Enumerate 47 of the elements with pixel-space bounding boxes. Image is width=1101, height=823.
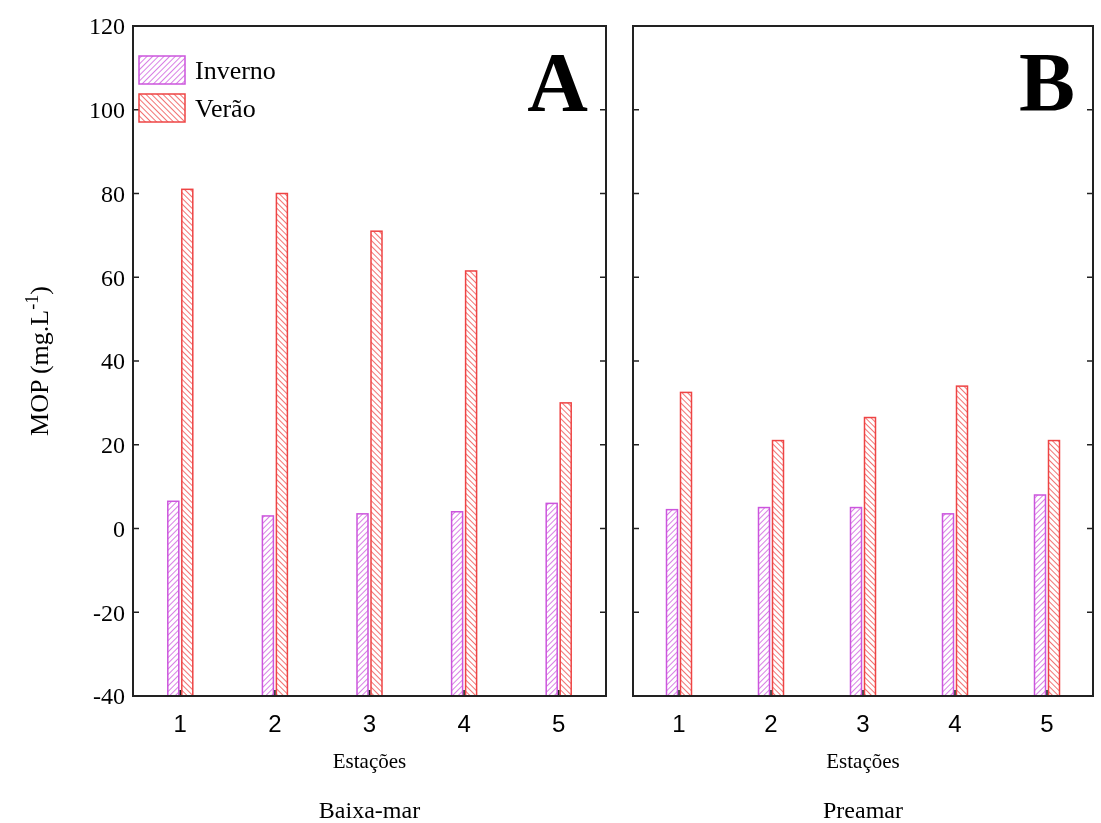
bar	[261, 515, 275, 697]
bar	[757, 506, 771, 697]
x-axis-title: Estações	[826, 749, 900, 773]
text: Baixa-mar	[318, 797, 421, 823]
bar	[181, 188, 194, 697]
y-tick-label: 20	[101, 432, 125, 459]
bar	[370, 230, 383, 697]
x-tick-label: 3	[362, 710, 377, 737]
x-tick-label: 2	[764, 710, 778, 737]
bar	[545, 502, 558, 697]
bar	[356, 513, 369, 697]
bar	[771, 439, 785, 697]
bar	[275, 192, 289, 697]
annotation: B	[1018, 36, 1075, 129]
x-tick-label: 4	[457, 710, 471, 737]
y-tick-label: 100	[89, 97, 125, 124]
bar	[1033, 494, 1047, 697]
x-tick-label: 5	[1040, 710, 1054, 737]
bar	[559, 402, 572, 697]
bar	[849, 506, 863, 697]
x-axis-title: Estações	[332, 749, 407, 773]
y-tick-label: 40	[101, 348, 125, 375]
text: Preamar	[823, 797, 903, 823]
x-tick-label: 3	[856, 710, 870, 737]
bar	[941, 513, 955, 697]
annotation: A	[527, 36, 589, 129]
x-tick-label: 4	[948, 710, 962, 737]
y-tick-label: 0	[113, 515, 125, 542]
x-tick-label: 5	[552, 710, 566, 737]
legend-label: Verão	[195, 94, 256, 124]
x-tick-label: 1	[672, 710, 686, 737]
bar	[863, 416, 877, 697]
y-tick-label: 60	[101, 264, 125, 291]
bar	[665, 508, 679, 697]
bar	[955, 385, 969, 697]
bar	[450, 511, 464, 697]
bar	[464, 270, 478, 697]
legend-label: Inverno	[195, 56, 276, 86]
bar	[1047, 439, 1061, 697]
bar	[679, 391, 693, 697]
y-tick-label: 80	[101, 180, 125, 207]
x-tick-label: 1	[173, 710, 187, 737]
x-tick-label: 2	[268, 710, 282, 737]
bar	[167, 500, 180, 697]
y-tick-label: 120	[89, 13, 125, 40]
y-tick-label: -40	[93, 683, 125, 710]
y-tick-label: -20	[93, 599, 125, 626]
